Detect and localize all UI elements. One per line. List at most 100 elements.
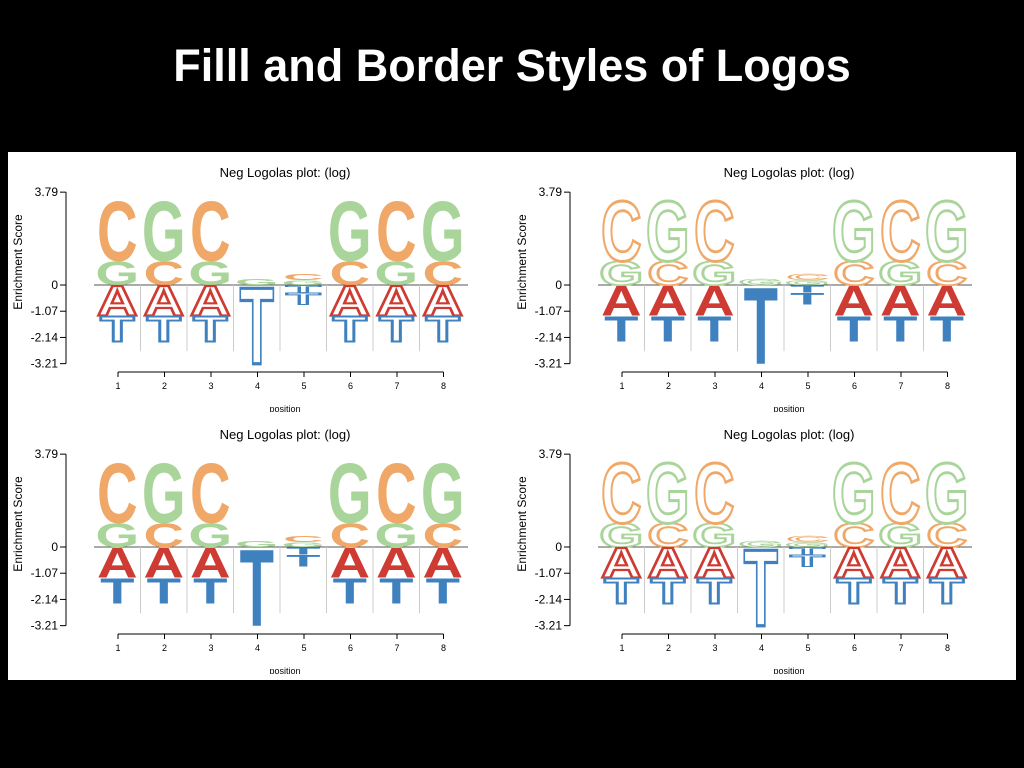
logo-letter-T: T — [790, 545, 825, 557]
svg-text:G: G — [421, 185, 465, 279]
y-tick-label: -2.14 — [535, 330, 563, 344]
svg-text:T: T — [744, 266, 778, 388]
logo-letter-T: T — [743, 527, 779, 651]
svg-text:T: T — [286, 283, 321, 295]
y-tick-label: -1.07 — [31, 566, 59, 580]
svg-text:C: C — [787, 272, 828, 282]
svg-text:A: A — [329, 539, 370, 587]
logo-letter-G: G — [785, 279, 829, 287]
svg-text:G: G — [878, 254, 922, 292]
logo-letter-G: G — [739, 277, 783, 287]
svg-text:A: A — [647, 539, 688, 587]
x-tick-label: 3 — [208, 381, 213, 391]
x-tick-label: 5 — [805, 643, 810, 653]
y-tick-label: -3.21 — [31, 357, 59, 371]
logo-plot-svg: Neg Logolas plot: (log) Enrichment Score 3… — [11, 165, 468, 412]
logo-plot-top-left: Neg Logolas plot: (log) Enrichment Score 3… — [8, 152, 508, 412]
svg-text:A: A — [422, 539, 463, 587]
x-tick-label: 7 — [394, 643, 399, 653]
logo-letter-T: T — [604, 570, 640, 611]
svg-text:C: C — [283, 272, 324, 282]
x-tick-label: 7 — [394, 381, 399, 391]
y-tick-label: 3.79 — [35, 447, 59, 461]
svg-text:T: T — [100, 571, 135, 611]
logo-letter-C: C — [926, 516, 968, 555]
logo-letter-T: T — [239, 265, 275, 389]
y-tick-label: -3.21 — [535, 619, 563, 633]
logo-letter-C: C — [693, 446, 735, 542]
logo-letter-G: G — [599, 254, 644, 293]
logo-letter-T: T — [286, 283, 321, 295]
logo-letter-G: G — [599, 516, 644, 555]
svg-text:C: C — [329, 254, 370, 292]
x-axis-label: position — [773, 404, 804, 412]
svg-text:T: T — [147, 309, 182, 349]
figure-panel: Neg Logolas plot: (log) Enrichment Score 3… — [8, 152, 1016, 680]
svg-text:G: G — [832, 185, 876, 279]
logo-letter-C: C — [376, 447, 417, 541]
logo-letter-T: T — [930, 309, 965, 349]
svg-text:A: A — [694, 277, 735, 325]
svg-text:A: A — [97, 277, 138, 325]
x-tick-label: 3 — [208, 643, 213, 653]
logo-letter-A: A — [926, 539, 968, 588]
svg-text:G: G — [925, 185, 969, 279]
svg-text:G: G — [646, 447, 690, 541]
y-axis-label: Enrichment Score — [515, 476, 529, 572]
y-tick-label: -2.14 — [31, 592, 59, 606]
svg-text:G: G — [328, 447, 372, 541]
svg-text:G: G — [692, 516, 736, 554]
logo-letter-T: T — [193, 308, 229, 349]
logo-letter-G: G — [188, 516, 232, 554]
logo-plot-svg: Neg Logolas plot: (log) Enrichment Score 3… — [11, 427, 468, 674]
x-tick-label: 3 — [712, 643, 717, 653]
svg-text:G: G — [235, 539, 279, 549]
y-tick-label: 3.79 — [539, 185, 563, 199]
y-tick-label: 0 — [555, 278, 562, 292]
svg-text:C: C — [694, 185, 735, 279]
logo-letter-G: G — [878, 254, 923, 293]
svg-text:T: T — [790, 551, 824, 570]
logo-letter-G: G — [281, 541, 325, 548]
x-tick-label: 6 — [852, 643, 857, 653]
logo-letter-C: C — [329, 516, 370, 554]
svg-text:T: T — [286, 551, 320, 570]
x-tick-label: 4 — [759, 381, 764, 391]
logo-letter-T: T — [286, 551, 320, 570]
logo-letter-G: G — [235, 277, 279, 287]
logo-letter-A: A — [880, 277, 921, 325]
x-tick-label: 2 — [666, 381, 671, 391]
y-tick-label: 0 — [51, 540, 58, 554]
logo-letter-G: G — [188, 254, 232, 292]
svg-text:T: T — [790, 289, 824, 308]
logo-letter-C: C — [879, 184, 921, 280]
logo-letter-A: A — [926, 277, 967, 325]
logo-letter-T: T — [651, 309, 686, 349]
svg-text:A: A — [190, 539, 231, 587]
logo-letter-A: A — [694, 277, 735, 325]
svg-text:C: C — [833, 516, 874, 554]
svg-text:A: A — [143, 539, 184, 587]
logo-letter-A: A — [329, 539, 370, 587]
logo-plot-bottom-left: Neg Logolas plot: (log) Enrichment Score 3… — [8, 414, 508, 674]
logo-letter-G: G — [878, 516, 923, 555]
plot-title: Neg Logolas plot: (log) — [220, 427, 351, 442]
svg-text:T: T — [240, 528, 274, 650]
svg-text:T: T — [426, 309, 461, 349]
y-axis-label: Enrichment Score — [515, 214, 529, 310]
x-tick-label: 5 — [301, 381, 306, 391]
svg-text:G: G — [421, 447, 465, 541]
logo-letter-G: G — [421, 447, 465, 541]
logo-letter-T: T — [100, 308, 136, 349]
logo-letter-T: T — [650, 570, 686, 611]
logo-letter-C: C — [600, 446, 642, 542]
logo-letter-A: A — [143, 539, 184, 587]
svg-text:T: T — [604, 571, 639, 611]
svg-text:C: C — [647, 254, 688, 292]
svg-text:G: G — [599, 516, 643, 554]
svg-text:C: C — [833, 254, 874, 292]
logo-letter-C: C — [693, 184, 735, 280]
logo-plot-top-right: Neg Logolas plot: (log) Enrichment Score 3… — [512, 152, 1012, 412]
logo-letter-T: T — [604, 309, 639, 349]
svg-text:T: T — [333, 571, 368, 611]
